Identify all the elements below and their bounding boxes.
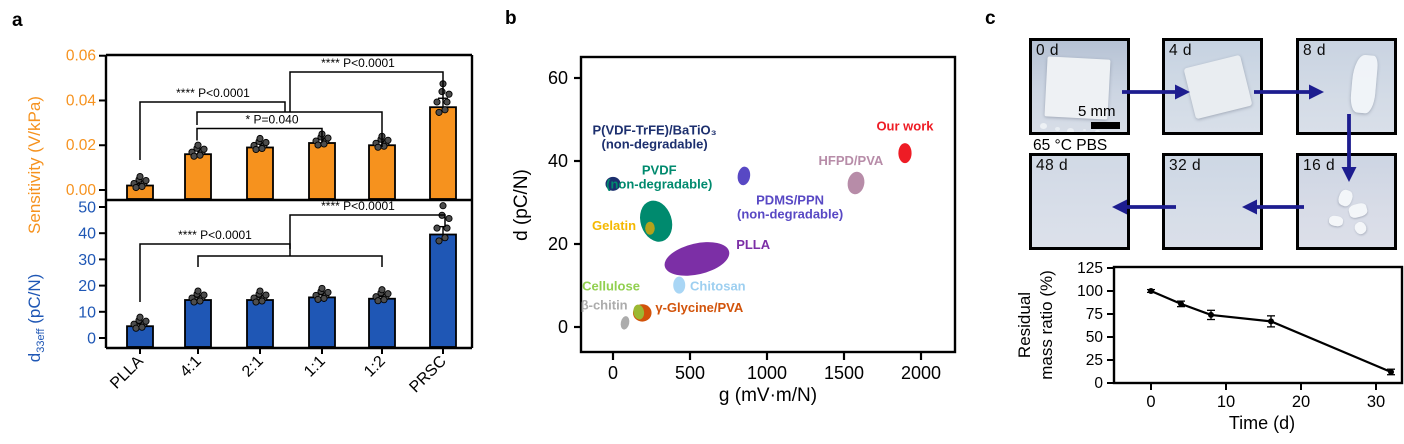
panel-b-label: b <box>505 8 517 29</box>
svg-text:60: 60 <box>548 68 568 88</box>
photo-day-label: 48 d <box>1036 157 1069 174</box>
svg-text:20: 20 <box>78 278 96 295</box>
sample-fragment <box>1352 220 1369 236</box>
svg-text:**** P<0.0001: **** P<0.0001 <box>321 56 395 70</box>
scale-bar-label: 5 mm <box>1078 103 1116 120</box>
svg-text:d (pC/N): d (pC/N) <box>511 169 532 241</box>
svg-text:10: 10 <box>78 304 96 321</box>
photo-day-label: 0 d <box>1036 42 1060 59</box>
scale-bar <box>1091 122 1120 129</box>
svg-text:0: 0 <box>87 331 96 348</box>
svg-text:125: 125 <box>1077 260 1103 277</box>
svg-text:Cellulose: Cellulose <box>582 278 640 293</box>
sample-film <box>1183 54 1253 120</box>
svg-text:1500: 1500 <box>824 363 864 383</box>
svg-text:50: 50 <box>78 200 96 217</box>
panel-a-label: a <box>12 10 23 31</box>
svg-text:(non-degradable): (non-degradable) <box>737 206 843 221</box>
photo-48d: 48 d <box>1029 153 1130 250</box>
svg-text:0: 0 <box>1094 375 1103 392</box>
svg-text:Residual: Residual <box>1015 292 1034 358</box>
photo-32d: 32 d <box>1162 153 1263 250</box>
sample-fragment <box>1347 201 1369 220</box>
panel-c-label: c <box>985 8 996 29</box>
svg-text:PLLA: PLLA <box>107 353 147 393</box>
photo-16d: 16 d <box>1296 153 1397 250</box>
svg-text:1:2: 1:2 <box>361 353 389 381</box>
svg-text:d33eff (pC/N): d33eff (pC/N) <box>25 274 47 363</box>
svg-text:0: 0 <box>1146 393 1155 411</box>
svg-text:50: 50 <box>1086 329 1104 346</box>
svg-text:PLLA: PLLA <box>736 237 771 252</box>
photo-day-label: 16 d <box>1303 157 1336 174</box>
svg-text:PRSC: PRSC <box>406 353 449 396</box>
svg-text:HFPD/PVA: HFPD/PVA <box>819 153 884 168</box>
svg-text:PDMS/PPN: PDMS/PPN <box>756 192 824 207</box>
svg-text:10: 10 <box>1217 393 1235 411</box>
sample-film <box>1349 54 1379 114</box>
svg-text:0: 0 <box>608 363 618 383</box>
svg-text:0.04: 0.04 <box>66 92 97 109</box>
svg-text:40: 40 <box>78 226 96 243</box>
svg-text:**** P<0.0001: **** P<0.0001 <box>321 199 395 213</box>
svg-text:0.00: 0.00 <box>66 182 97 199</box>
svg-text:Time (d): Time (d) <box>1229 413 1295 433</box>
svg-text:Sensitivity (V/kPa): Sensitivity (V/kPa) <box>25 96 44 234</box>
sample-fragment <box>1328 215 1344 227</box>
svg-text:2:1: 2:1 <box>239 353 267 381</box>
water-droplets <box>1040 123 1047 129</box>
svg-text:2000: 2000 <box>901 363 941 383</box>
svg-text:40: 40 <box>548 151 568 171</box>
svg-text:25: 25 <box>1086 352 1103 369</box>
svg-text:Our work: Our work <box>876 119 934 134</box>
svg-text:1:1: 1:1 <box>301 353 329 381</box>
svg-text:g (mV·m/N): g (mV·m/N) <box>719 385 817 406</box>
svg-text:**** P<0.0001: **** P<0.0001 <box>178 228 252 242</box>
svg-text:β-chitin: β-chitin <box>581 297 628 312</box>
svg-text:P(VDF-TrFE)/BaTiO₃: P(VDF-TrFE)/BaTiO₃ <box>592 122 716 137</box>
svg-text:1000: 1000 <box>747 363 787 383</box>
photo-day-label: 32 d <box>1169 157 1202 174</box>
svg-text:Chitosan: Chitosan <box>690 278 746 293</box>
svg-text:(non-degradable): (non-degradable) <box>601 136 707 151</box>
svg-text:**** P<0.0001: **** P<0.0001 <box>176 86 250 100</box>
svg-text:γ-Glycine/PVA: γ-Glycine/PVA <box>655 300 744 315</box>
svg-text:30: 30 <box>78 252 96 269</box>
svg-text:100: 100 <box>1077 283 1103 300</box>
svg-text:PVDF: PVDF <box>642 163 677 178</box>
svg-text:75: 75 <box>1086 306 1103 323</box>
svg-text:20: 20 <box>1292 393 1310 411</box>
svg-text:mass ratio (%): mass ratio (%) <box>1037 270 1056 380</box>
svg-text:20: 20 <box>548 234 568 254</box>
svg-text:4:1: 4:1 <box>177 353 205 381</box>
test-condition-label: 65 °C PBS <box>1033 137 1108 154</box>
svg-text:* P=0.040: * P=0.040 <box>245 113 298 127</box>
svg-text:0: 0 <box>558 317 568 337</box>
photo-0d: 0 d 5 mm <box>1029 38 1130 135</box>
photo-day-label: 4 d <box>1169 42 1193 59</box>
svg-text:0.06: 0.06 <box>66 48 96 65</box>
svg-text:0.02: 0.02 <box>66 137 96 154</box>
photo-8d: 8 d <box>1296 38 1397 135</box>
svg-text:Gelatin: Gelatin <box>592 218 636 233</box>
photo-4d: 4 d <box>1162 38 1263 135</box>
svg-text:30: 30 <box>1367 393 1385 411</box>
svg-text:500: 500 <box>675 363 705 383</box>
svg-text:(non-degradable): (non-degradable) <box>606 177 712 192</box>
photo-day-label: 8 d <box>1303 42 1327 59</box>
